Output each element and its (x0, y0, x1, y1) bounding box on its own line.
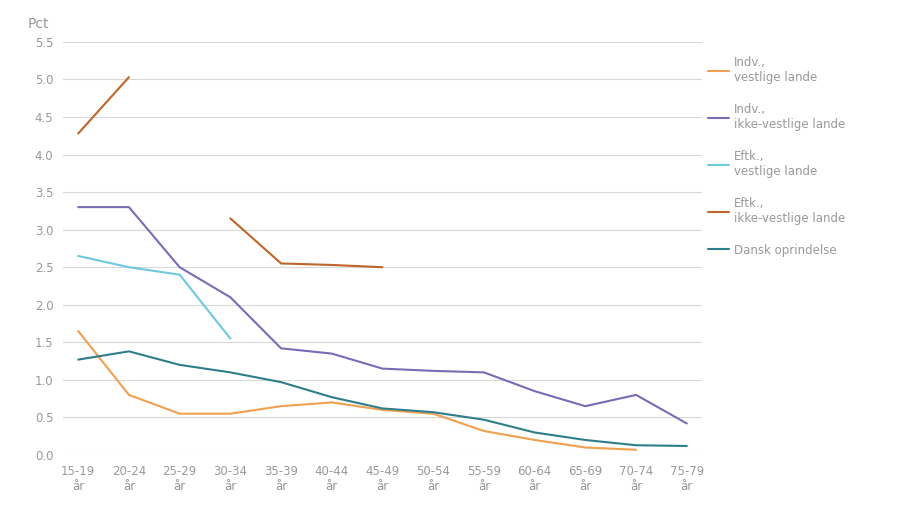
Eftk.,
vestlige lande (175, 271, 185, 278)
Dansk oprindelse (529, 429, 540, 436)
Dansk oprindelse (580, 437, 590, 443)
Line: Indv.,
vestlige lande: Indv., vestlige lande (78, 331, 636, 450)
Dansk oprindelse (225, 369, 236, 376)
Indv.,
vestlige lande (123, 392, 134, 398)
Dansk oprindelse (175, 362, 185, 368)
Indv.,
vestlige lande (327, 399, 338, 405)
Dansk oprindelse (123, 348, 134, 355)
Indv.,
ikke-vestlige lande (529, 388, 540, 394)
Line: Indv.,
ikke-vestlige lande: Indv., ikke-vestlige lande (78, 207, 687, 424)
Line: Dansk oprindelse: Dansk oprindelse (78, 351, 687, 446)
Eftk.,
vestlige lande (123, 264, 134, 270)
Dansk oprindelse (428, 409, 438, 415)
Dansk oprindelse (73, 357, 84, 363)
Line: Eftk.,
vestlige lande: Eftk., vestlige lande (78, 256, 230, 338)
Eftk.,
ikke-vestlige lande (73, 130, 84, 137)
Indv.,
vestlige lande (529, 437, 540, 443)
Indv.,
ikke-vestlige lande (580, 403, 590, 410)
Line: Eftk.,
ikke-vestlige lande: Eftk., ikke-vestlige lande (78, 77, 129, 133)
Indv.,
vestlige lande (377, 407, 388, 413)
Indv.,
ikke-vestlige lande (681, 420, 692, 427)
Indv.,
ikke-vestlige lande (123, 204, 134, 210)
Indv.,
vestlige lande (225, 411, 236, 417)
Indv.,
ikke-vestlige lande (275, 345, 286, 351)
Eftk.,
vestlige lande (73, 253, 84, 259)
Dansk oprindelse (479, 416, 490, 423)
Indv.,
vestlige lande (631, 447, 642, 453)
Indv.,
ikke-vestlige lande (175, 264, 185, 270)
Dansk oprindelse (631, 442, 642, 448)
Legend: Indv.,
vestlige lande, Indv.,
ikke-vestlige lande, Eftk.,
vestlige lande, Eftk.,: Indv., vestlige lande, Indv., ikke-vestl… (708, 56, 845, 257)
Indv.,
ikke-vestlige lande (225, 294, 236, 300)
Indv.,
ikke-vestlige lande (428, 368, 438, 374)
Dansk oprindelse (275, 379, 286, 385)
Indv.,
vestlige lande (580, 445, 590, 451)
Indv.,
vestlige lande (479, 428, 490, 434)
Indv.,
ikke-vestlige lande (73, 204, 84, 210)
Indv.,
vestlige lande (428, 411, 438, 417)
Indv.,
ikke-vestlige lande (479, 369, 490, 376)
Dansk oprindelse (327, 394, 338, 400)
Indv.,
vestlige lande (73, 328, 84, 334)
Eftk.,
vestlige lande (225, 335, 236, 342)
Eftk.,
ikke-vestlige lande (123, 74, 134, 81)
Text: Pct: Pct (28, 17, 50, 31)
Dansk oprindelse (377, 405, 388, 412)
Indv.,
ikke-vestlige lande (327, 350, 338, 357)
Dansk oprindelse (681, 443, 692, 449)
Indv.,
vestlige lande (175, 411, 185, 417)
Indv.,
vestlige lande (275, 403, 286, 410)
Indv.,
ikke-vestlige lande (377, 366, 388, 372)
Indv.,
ikke-vestlige lande (631, 392, 642, 398)
